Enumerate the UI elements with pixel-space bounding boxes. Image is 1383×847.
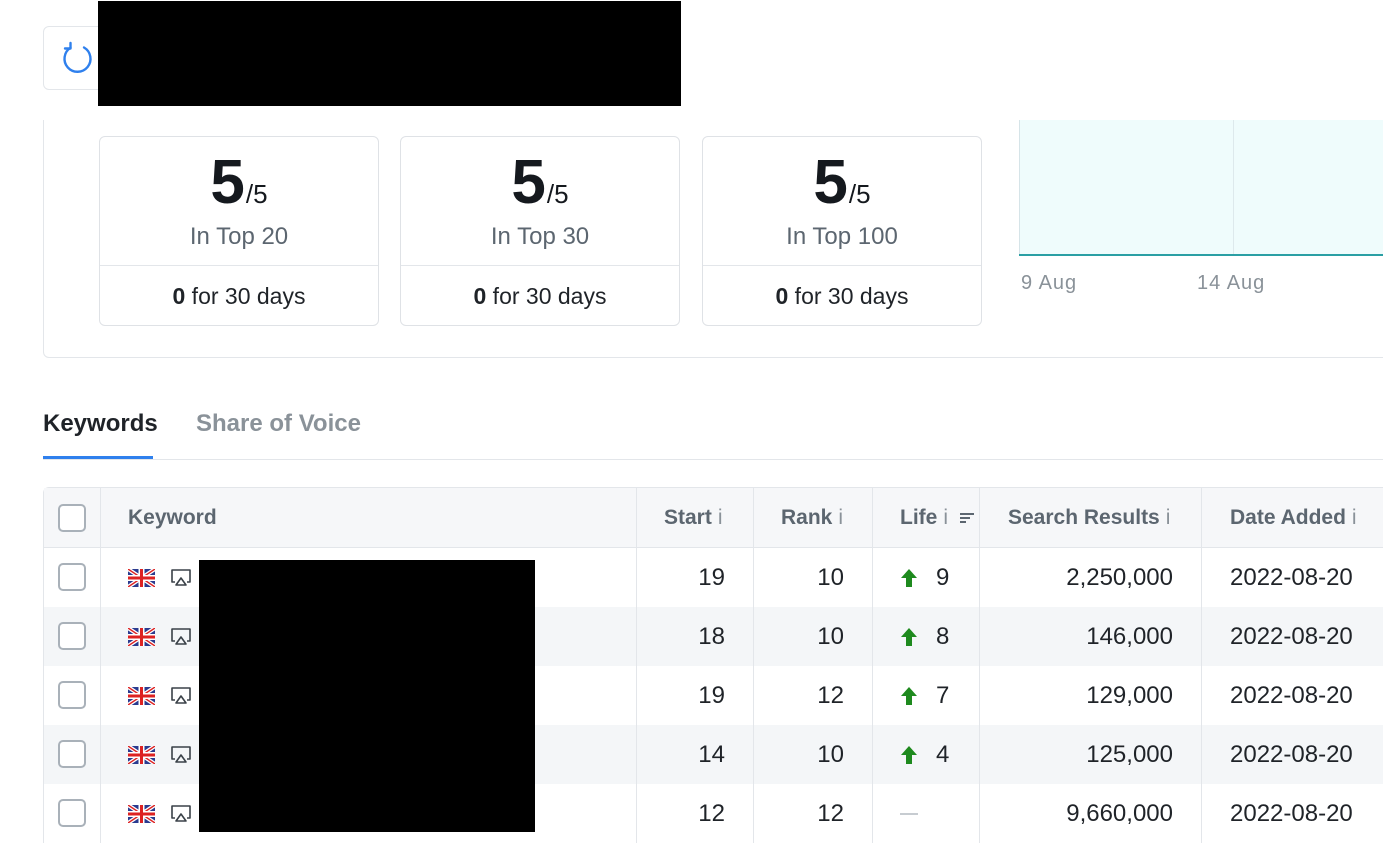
column-rank[interactable]: Rank i — [781, 506, 844, 529]
keyword-cell[interactable] — [128, 725, 192, 784]
life-value: 8 — [936, 622, 950, 650]
life-cell: 9 — [900, 548, 980, 607]
rank-cell: 10 — [817, 622, 844, 650]
uk-flag-icon — [128, 686, 155, 705]
column-life[interactable]: Life i — [900, 488, 975, 548]
search-results-cell: 125,000 — [1086, 740, 1173, 768]
select-all-checkbox[interactable] — [58, 504, 86, 532]
search-results-cell: 2,250,000 — [1066, 563, 1173, 591]
date-added-cell: 2022-08-20 — [1230, 681, 1353, 709]
keyword-cell[interactable] — [128, 548, 192, 607]
rank-cell: 10 — [817, 740, 844, 768]
info-icon[interactable]: i — [717, 506, 723, 529]
uk-flag-icon — [128, 568, 155, 587]
column-keyword[interactable]: Keyword — [128, 506, 217, 529]
redacted-keywords — [199, 560, 535, 832]
stat-change: 0 for 30 days — [775, 283, 909, 309]
arrow-up-icon — [901, 686, 917, 705]
info-icon[interactable]: i — [838, 506, 844, 529]
stat-label: In Top 20 — [189, 223, 289, 250]
column-date-added[interactable]: Date Added i — [1230, 506, 1357, 529]
arrow-up-icon — [901, 745, 917, 764]
stat-label: In Top 30 — [490, 223, 590, 250]
table-row[interactable]: 19 12 7 129,000 2022-08-20 — [44, 666, 1383, 725]
stat-value: 5 — [210, 148, 244, 217]
refresh-icon — [63, 41, 92, 73]
uk-flag-icon — [128, 627, 155, 646]
stat-card-top100: 5/5 In Top 100 0 for 30 days — [702, 136, 982, 326]
desktop-device-icon — [171, 686, 191, 704]
arrow-up-icon — [901, 627, 917, 646]
search-results-cell: 146,000 — [1086, 622, 1173, 650]
info-icon[interactable]: i — [1351, 506, 1357, 529]
table-row[interactable]: 19 10 9 2,250,000 2022-08-20 — [44, 548, 1383, 607]
stat-value: 5 — [813, 148, 847, 217]
date-added-cell: 2022-08-20 — [1230, 740, 1353, 768]
rank-cell: 12 — [817, 799, 844, 827]
life-cell: 8 — [900, 607, 980, 666]
row-checkbox[interactable] — [58, 681, 86, 709]
search-results-cell: 9,660,000 — [1066, 799, 1173, 827]
uk-flag-icon — [128, 745, 155, 764]
keyword-cell[interactable] — [128, 666, 192, 725]
row-checkbox[interactable] — [58, 622, 86, 650]
column-search-results[interactable]: Search Results i — [1008, 506, 1171, 529]
desktop-device-icon — [171, 804, 191, 822]
stat-total: /5 — [245, 179, 268, 209]
chart-x-tick: 14 Aug — [1197, 272, 1266, 294]
rank-cell: 10 — [817, 563, 844, 591]
stat-value: 5 — [511, 148, 545, 217]
tab-keywords[interactable]: Keywords — [43, 410, 158, 437]
redacted-title — [98, 1, 681, 106]
uk-flag-icon — [128, 804, 155, 823]
table-row[interactable]: 12 12 9,660,000 2022-08-20 — [44, 784, 1383, 843]
stat-change: 0 for 30 days — [473, 283, 607, 309]
info-icon[interactable]: i — [943, 506, 949, 529]
desktop-device-icon — [171, 745, 191, 763]
life-value: 9 — [936, 563, 950, 591]
start-cell: 19 — [698, 563, 725, 591]
life-cell — [900, 784, 980, 843]
stat-card-top30: 5/5 In Top 30 0 for 30 days — [400, 136, 680, 326]
date-added-cell: 2022-08-20 — [1230, 622, 1353, 650]
tab-bar: Keywords Share of Voice — [43, 400, 1383, 460]
active-tab-indicator — [43, 456, 153, 459]
stat-total: /5 — [546, 179, 569, 209]
tab-share-of-voice[interactable]: Share of Voice — [196, 410, 361, 437]
start-cell: 12 — [698, 799, 725, 827]
stat-label: In Top 100 — [786, 223, 898, 250]
info-icon[interactable]: i — [1165, 506, 1171, 529]
row-checkbox[interactable] — [58, 563, 86, 591]
rank-cell: 12 — [817, 681, 844, 709]
stat-change: 0 for 30 days — [172, 283, 306, 309]
row-checkbox[interactable] — [58, 799, 86, 827]
ranking-chart-area[interactable] — [1019, 120, 1383, 256]
no-change-dash — [900, 812, 918, 815]
life-cell: 7 — [900, 666, 980, 725]
date-added-cell: 2022-08-20 — [1230, 799, 1353, 827]
row-checkbox[interactable] — [58, 740, 86, 768]
keyword-cell[interactable] — [128, 784, 192, 843]
stat-card-top20: 5/5 In Top 20 0 for 30 days — [99, 136, 379, 326]
stat-total: /5 — [848, 179, 871, 209]
desktop-device-icon — [171, 568, 191, 586]
life-value: 7 — [936, 681, 950, 709]
chart-gridline — [1233, 120, 1234, 256]
keyword-cell[interactable] — [128, 607, 192, 666]
search-results-cell: 129,000 — [1086, 681, 1173, 709]
column-start[interactable]: Start i — [664, 506, 723, 529]
table-header: Keyword Start i Rank i Life i Search Result… — [44, 488, 1383, 548]
life-value: 4 — [936, 740, 950, 768]
chart-x-tick: 9 Aug — [1021, 272, 1078, 294]
life-cell: 4 — [900, 725, 980, 784]
start-cell: 19 — [698, 681, 725, 709]
start-cell: 14 — [698, 740, 725, 768]
start-cell: 18 — [698, 622, 725, 650]
arrow-up-icon — [901, 568, 917, 587]
chart-series-line — [1019, 254, 1383, 256]
sort-icon[interactable] — [960, 511, 975, 525]
date-added-cell: 2022-08-20 — [1230, 563, 1353, 591]
desktop-device-icon — [171, 627, 191, 645]
